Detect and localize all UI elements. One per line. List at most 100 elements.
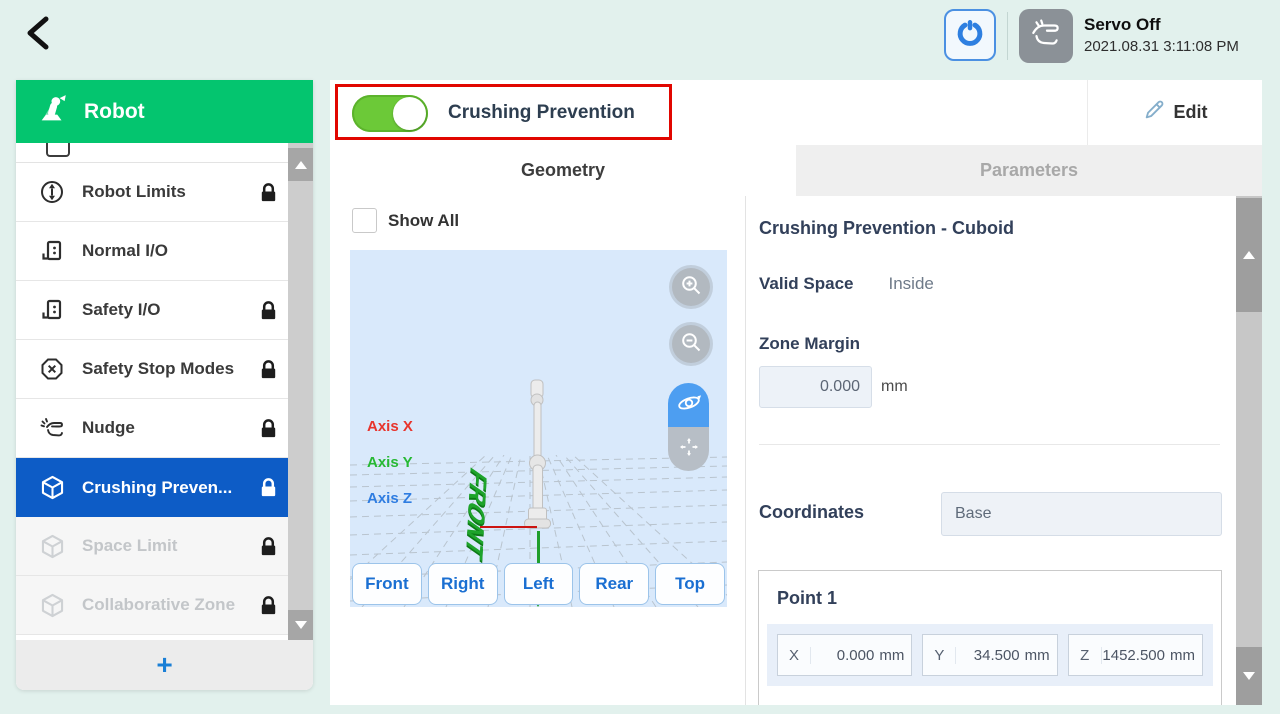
- hand-guide-icon: [1028, 16, 1064, 57]
- sidebar-item-label: Crushing Preven...: [82, 477, 233, 497]
- edit-button[interactable]: Edit: [1087, 80, 1262, 145]
- servo-status-time: 2021.08.31 3:11:08 PM: [1084, 38, 1239, 56]
- point-1-fields: X 0.000 mm Y 34.500 mm Z 1452.500 mm: [767, 624, 1213, 686]
- sidebar-item-crushing-prevention[interactable]: Crushing Preven...: [16, 458, 288, 517]
- show-all-checkbox[interactable]: Show All: [352, 208, 459, 233]
- zoom-out-button[interactable]: [672, 325, 710, 363]
- sidebar-item-partial[interactable]: [16, 143, 313, 163]
- io-icon: [38, 237, 66, 265]
- lock-icon: [257, 535, 280, 558]
- servo-status: Servo Off 2021.08.31 3:11:08 PM: [1084, 14, 1239, 57]
- view-rear-button[interactable]: Rear: [579, 563, 650, 605]
- floor-grid: [350, 455, 727, 607]
- zoom-in-icon: [679, 273, 703, 302]
- sidebar-item-label: Space Limit: [82, 536, 178, 555]
- feature-title: Crushing Prevention: [448, 101, 635, 123]
- scroll-up-button[interactable]: [288, 148, 313, 181]
- section-divider: [759, 444, 1220, 445]
- tab-parameters[interactable]: Parameters: [796, 145, 1262, 196]
- coordinates-select[interactable]: Base: [941, 492, 1222, 536]
- pan-mode-button[interactable]: [668, 427, 709, 471]
- point-y-field[interactable]: Y 34.500 mm: [922, 634, 1058, 676]
- feature-header: Crushing Prevention Edit: [330, 80, 1262, 145]
- sidebar-item-nudge[interactable]: Nudge: [16, 399, 288, 458]
- unit-label: mm: [879, 646, 905, 664]
- rotate-mode-button[interactable]: [668, 383, 709, 427]
- tab-geometry[interactable]: Geometry: [330, 145, 796, 196]
- scroll-up-button[interactable]: [1236, 198, 1262, 312]
- sidebar: Robot Robot Limits: [16, 80, 313, 690]
- point-x-value: 0.000: [836, 646, 875, 664]
- plus-icon: +: [156, 649, 173, 680]
- scroll-down-button[interactable]: [1236, 647, 1262, 705]
- edit-label: Edit: [1173, 102, 1208, 122]
- axis-letter: Y: [923, 646, 957, 664]
- crushing-prevention-toggle[interactable]: [352, 95, 428, 132]
- sidebar-item-safety-stop-modes[interactable]: Safety Stop Modes: [16, 340, 288, 399]
- x-axis-line: [480, 526, 537, 528]
- point-1-section: Point 1 X 0.000 mm Y 34.500 mm: [758, 570, 1222, 705]
- scroll-down-button[interactable]: [288, 610, 313, 640]
- stop-x-icon: [38, 355, 66, 383]
- sidebar-item-robot-limits[interactable]: Robot Limits: [16, 163, 288, 222]
- point-z-field[interactable]: Z 1452.500 mm: [1067, 634, 1203, 676]
- sidebar-item-collaborative-zone[interactable]: Collaborative Zone: [16, 576, 288, 635]
- point-z-value: 1452.500: [1102, 646, 1165, 664]
- point-x-field[interactable]: X 0.000 mm: [777, 634, 913, 676]
- io-icon: [38, 296, 66, 324]
- checkbox-box[interactable]: [352, 208, 377, 233]
- arrow-up-icon: [1243, 251, 1255, 259]
- view-mode-toggle: [668, 383, 709, 471]
- sidebar-item-label: Safety Stop Modes: [82, 359, 235, 378]
- sidebar-item-label: Normal I/O: [82, 241, 168, 260]
- details-scrollbar[interactable]: [1236, 196, 1262, 705]
- back-button[interactable]: [20, 12, 60, 52]
- recovery-button[interactable]: [944, 9, 996, 61]
- main-panel: Crushing Prevention Edit Geometry Parame…: [330, 80, 1262, 705]
- lock-icon: [257, 594, 280, 617]
- view-buttons: Front Right Left Rear Top: [352, 563, 725, 605]
- valid-space-row: Valid Space Inside: [759, 274, 934, 294]
- lock-icon: [257, 358, 280, 381]
- topbar-divider: [1007, 12, 1008, 60]
- valid-space-label: Valid Space: [759, 274, 854, 293]
- lock-icon: [257, 417, 280, 440]
- axis-letter: X: [778, 646, 811, 664]
- sidebar-item-safety-io[interactable]: Safety I/O: [16, 281, 288, 340]
- details-title: Crushing Prevention - Cuboid: [759, 218, 1014, 238]
- zone-margin-unit: mm: [881, 378, 908, 395]
- sidebar-header: Robot: [16, 80, 313, 143]
- view-right-button[interactable]: Right: [427, 563, 498, 605]
- lock-icon: [257, 181, 280, 204]
- show-all-label: Show All: [388, 210, 460, 230]
- arrow-down-icon: [294, 621, 307, 629]
- robot-arm-icon: [36, 92, 70, 131]
- 3d-viewport[interactable]: FRONT Axis X Axis Y Axis Z: [350, 250, 727, 607]
- view-left-button[interactable]: Left: [503, 563, 574, 605]
- zone-margin-row: 0.000 mm: [759, 366, 908, 408]
- toggle-knob: [393, 97, 426, 130]
- view-front-button[interactable]: Front: [352, 563, 422, 605]
- tab-bar: Geometry Parameters: [330, 145, 1262, 196]
- partial-icon: [46, 143, 70, 157]
- cube-icon: [38, 474, 66, 502]
- tab-content: Show All: [330, 196, 1262, 705]
- sidebar-item-normal-io[interactable]: Normal I/O: [16, 222, 288, 281]
- robot-arm-model: [524, 379, 551, 529]
- coordinates-label: Coordinates: [759, 502, 865, 522]
- view-top-button[interactable]: Top: [655, 563, 725, 605]
- sidebar-item-label: Safety I/O: [82, 300, 161, 319]
- add-zone-button[interactable]: +: [16, 640, 313, 690]
- back-chevron-icon: [20, 16, 60, 56]
- unit-label: mm: [1024, 646, 1050, 664]
- arrow-up-icon: [294, 160, 307, 169]
- zoom-in-button[interactable]: [672, 268, 710, 306]
- sidebar-list: Robot Limits Normal I/O: [16, 143, 313, 640]
- axis-letter: Z: [1069, 646, 1102, 664]
- zone-margin-input[interactable]: 0.000: [759, 366, 872, 408]
- front-floor-label: FRONT: [460, 461, 491, 566]
- sidebar-scrollbar[interactable]: [288, 143, 313, 640]
- sidebar-item-space-limit[interactable]: Space Limit: [16, 517, 288, 576]
- orbit-icon: [676, 390, 702, 421]
- hand-guide-mode-button[interactable]: [1019, 9, 1073, 63]
